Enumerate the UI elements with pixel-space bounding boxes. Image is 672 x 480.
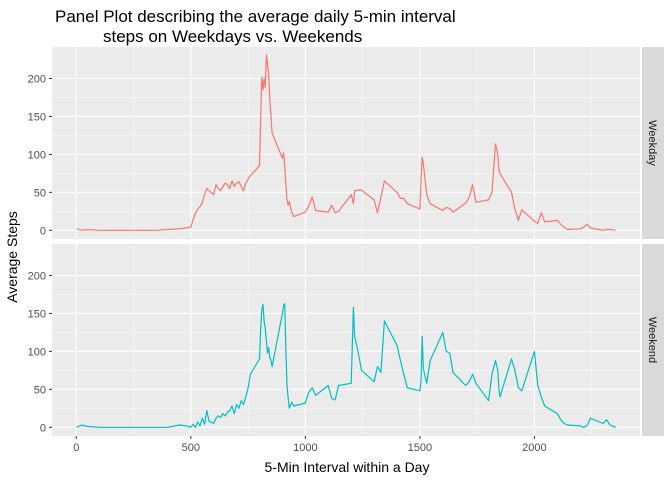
x-tick-label: 500 (182, 442, 200, 454)
x-tick-label: 0 (73, 442, 79, 454)
x-axis-title: 5-Min Interval within a Day (265, 459, 430, 475)
y-tick-label: 100 (28, 346, 46, 358)
y-tick-label: 0 (40, 225, 46, 237)
chart-title-line-2: steps on Weekdays vs. Weekends (103, 27, 362, 46)
y-tick-label: 100 (28, 149, 46, 161)
y-tick-label: 50 (34, 384, 46, 396)
y-tick-label: 0 (40, 422, 46, 434)
y-tick-label: 150 (28, 308, 46, 320)
weekday-panel: 0 50 100 150 200 Weekday (28, 47, 664, 239)
y-axis-title: Average Steps (4, 211, 20, 303)
facet-strip (642, 47, 664, 239)
y-tick-label: 200 (28, 270, 46, 282)
x-tick-label: 1000 (293, 442, 317, 454)
series-line-weekend (76, 303, 616, 428)
x-tick-label: 2000 (522, 442, 546, 454)
y-tick-label: 200 (28, 73, 46, 85)
series-line-weekday (76, 54, 616, 231)
panel-background (52, 244, 640, 436)
facet-strip (642, 244, 664, 436)
facet-strip-label: Weekday (646, 120, 658, 166)
panel-background (52, 47, 640, 239)
y-tick-label: 150 (28, 111, 46, 123)
y-tick-label: 50 (34, 187, 46, 199)
x-tick-label: 1500 (408, 442, 432, 454)
chart-title-line-1: Panel Plot describing the average daily … (55, 7, 456, 26)
facet-strip-label: Weekend (646, 317, 658, 363)
